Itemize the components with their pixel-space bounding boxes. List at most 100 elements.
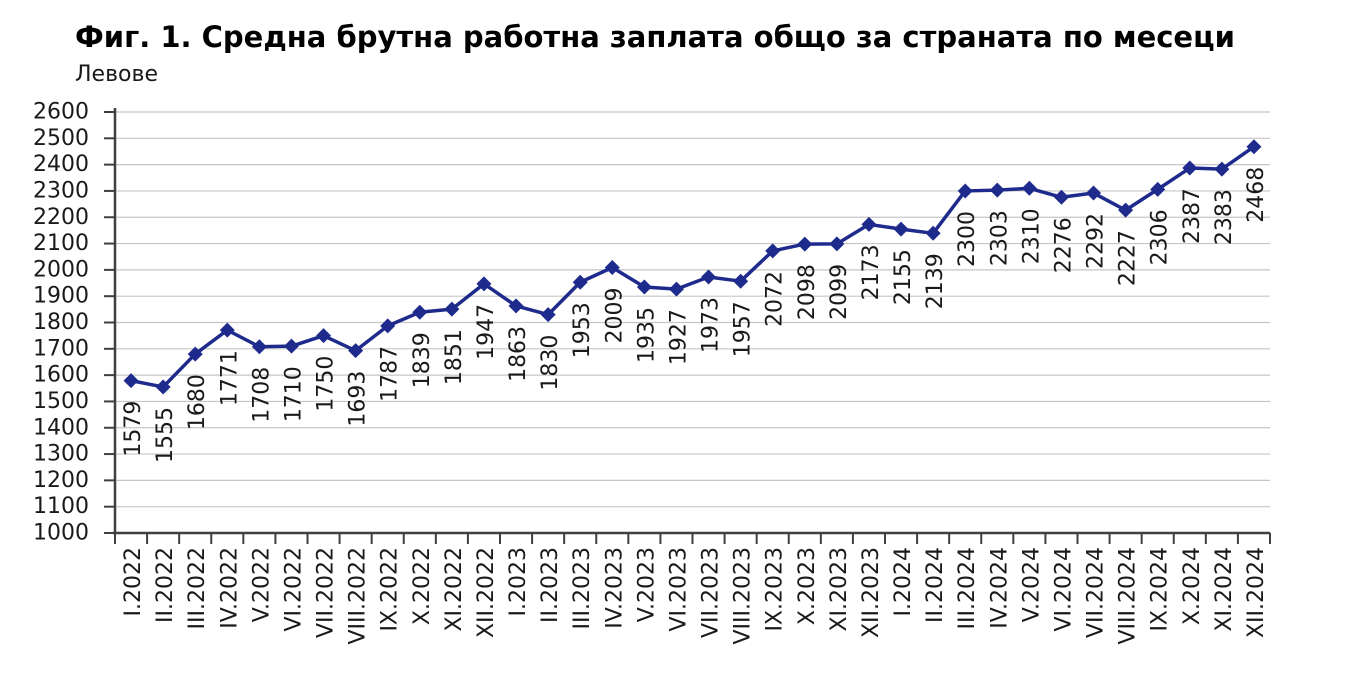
x-axis-labels: I.2022 II.2022 III.2022 IV.2022 V.2022 VI.202… [121,547,1269,645]
x-tick-label: X.2024 [1180,547,1205,625]
data-point-label: 2276 [1051,217,1076,273]
data-point-marker [861,216,877,232]
data-point-label: 2303 [987,210,1012,266]
data-point-marker [1214,161,1230,177]
data-point-marker [155,379,171,395]
data-point-label: 2098 [795,264,820,320]
data-point-label: 2310 [1019,208,1044,264]
data-point-marker [1053,189,1069,205]
y-tick-label: 2300 [33,178,89,203]
data-point-marker [1086,185,1102,201]
data-point-label: 2387 [1180,188,1205,244]
x-tick-label: VIII.2023 [731,547,756,645]
data-point-label: 1579 [121,401,146,457]
x-tick-label: I.2022 [121,547,146,616]
data-point-marker [380,318,396,334]
data-point-marker [348,343,364,359]
data-point-marker [701,269,717,285]
data-point-label: 1750 [314,356,339,412]
y-axis-labels: 1000110012001300140015001600170018001900… [33,100,89,546]
data-point-marker [797,236,813,252]
y-axis-units-label: Левове [75,62,159,87]
data-point-marker [540,307,556,323]
data-point-label: 2139 [923,253,948,309]
x-tick-label: IV.2023 [602,547,627,629]
y-tick-label: 1600 [33,363,89,388]
data-point-marker [765,243,781,259]
data-point-marker [316,328,332,344]
x-tick-label: IX.2023 [763,547,788,632]
data-point-marker [636,279,652,295]
data-labels: 1579 1555 1680 1771 1708 1710 1750 1693 1787 1839… [121,167,1269,463]
data-point-marker [123,373,139,389]
data-point-marker [283,338,299,354]
data-point-marker [187,346,203,362]
x-tick-label: IV.2024 [987,547,1012,629]
y-tick-label: 1200 [33,468,89,493]
data-point-label: 1927 [666,309,691,365]
x-tick-label: VI.2022 [281,547,306,632]
data-point-label: 2099 [827,264,852,320]
data-point-marker [925,225,941,241]
data-point-label: 2009 [602,288,627,344]
x-tick-label: V.2024 [1019,547,1044,622]
data-point-label: 2155 [891,249,916,305]
data-point-marker [1118,202,1134,218]
data-point-label: 1830 [538,335,563,391]
data-point-label: 2292 [1084,213,1109,269]
y-tick-label: 1700 [33,336,89,361]
x-tick-label: XI.2023 [827,547,852,632]
data-point-label: 1957 [731,301,756,357]
data-point-label: 1710 [281,366,306,422]
x-tick-label: XII.2023 [859,547,884,638]
y-tick-label: 2200 [33,205,89,230]
data-point-label: 1708 [249,367,274,423]
data-point-label: 1787 [378,346,403,402]
data-point-label: 1947 [474,304,499,360]
y-tick-label: 1400 [33,415,89,440]
y-tick-label: 1500 [33,389,89,414]
data-point-marker [1182,160,1198,176]
data-point-marker [893,221,909,237]
data-point-marker [476,276,492,292]
data-point-label: 1935 [634,307,659,363]
x-tick-label: III.2022 [185,547,210,629]
data-point-marker [251,339,267,355]
y-tick-label: 1800 [33,310,89,335]
data-point-marker [604,260,620,276]
y-tick-label: 2000 [33,257,89,282]
x-tick-label: IX.2024 [1148,547,1173,632]
data-point-marker [989,182,1005,198]
data-point-marker [829,236,845,252]
data-point-label: 1839 [410,332,435,388]
x-tick-label: III.2024 [955,547,980,629]
data-point-label: 1953 [570,302,595,358]
data-point-label: 2383 [1212,189,1237,245]
x-tick-label: XI.2022 [442,547,467,632]
x-tick-label: XII.2024 [1244,547,1269,638]
data-point-label: 1680 [185,374,210,430]
data-markers [123,139,1262,395]
x-tick-label: VIII.2024 [1116,547,1141,645]
x-tick-label: II.2022 [153,547,178,623]
x-tick-label: VII.2024 [1084,547,1109,638]
axis-lines [113,108,1270,535]
chart-title: Фиг. 1. Средна брутна работна заплата об… [75,20,1235,54]
data-point-label: 2300 [955,211,980,267]
x-tick-label: VIII.2022 [346,547,371,645]
data-point-label: 1693 [346,371,371,427]
y-tick-label: 1300 [33,442,89,467]
data-point-label: 1863 [506,326,531,382]
data-point-marker [412,304,428,320]
data-point-label: 2227 [1116,230,1141,286]
data-point-marker [508,298,524,314]
data-point-label: 2173 [859,244,884,300]
data-point-marker [1246,139,1262,155]
y-tick-label: 1900 [33,284,89,309]
x-tick-label: II.2023 [538,547,563,623]
x-tick-label: XII.2022 [474,547,499,638]
x-axis-ticks [114,533,1271,544]
x-tick-label: X.2023 [795,547,820,625]
y-tick-label: 2400 [33,152,89,177]
